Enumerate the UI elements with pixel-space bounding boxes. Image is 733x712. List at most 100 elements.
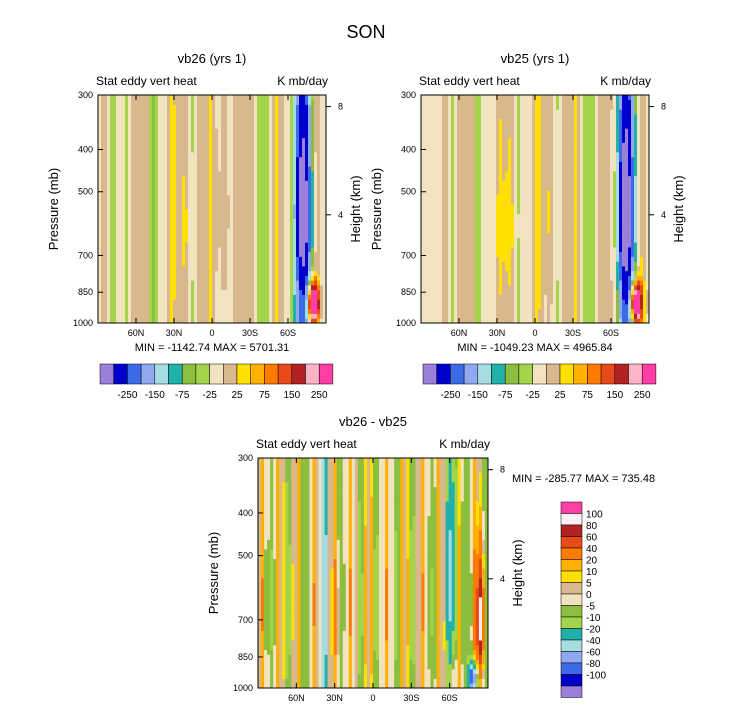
contour-cell	[493, 304, 497, 310]
contour-cell	[269, 118, 273, 124]
contour-cell	[161, 99, 165, 105]
contour-cell	[643, 280, 647, 286]
contour-cell	[478, 266, 482, 272]
contour-cell	[239, 180, 243, 186]
contour-cell	[556, 247, 560, 253]
contour-cell	[469, 251, 473, 257]
contour-cell	[101, 171, 105, 177]
contour-cell	[131, 256, 135, 262]
contour-cell	[182, 232, 186, 238]
contour-cell	[188, 261, 192, 267]
contour-cell	[568, 299, 572, 305]
contour-cell	[137, 228, 141, 234]
contour-cell	[269, 204, 273, 210]
contour-cell	[424, 304, 428, 310]
contour-cell	[212, 289, 216, 295]
contour-cell	[260, 247, 264, 253]
contour-cell	[266, 123, 270, 129]
contour-cell	[269, 299, 273, 305]
contour-cell	[137, 289, 141, 295]
contour-cell	[191, 137, 195, 143]
contour-cell	[224, 152, 228, 158]
contour-cell	[200, 166, 204, 172]
contour-cell	[493, 299, 497, 305]
contour-cell	[607, 280, 611, 286]
contour-cell	[643, 251, 647, 257]
contour-cell	[299, 242, 303, 248]
contour-cell	[107, 194, 111, 200]
contour-cell	[320, 142, 324, 148]
contour-cell	[302, 261, 306, 267]
contour-cell	[173, 209, 177, 215]
contour-cell	[170, 161, 174, 167]
contour-cell	[478, 247, 482, 253]
contour-cell	[209, 123, 213, 129]
contour-cell	[610, 251, 614, 257]
contour-cell	[604, 270, 608, 276]
contour-cell	[239, 251, 243, 257]
contour-cell	[98, 142, 102, 148]
contour-cell	[284, 280, 288, 286]
contour-cell	[454, 251, 458, 257]
contour-cell	[194, 237, 198, 243]
contour-cell	[98, 137, 102, 143]
contour-cell	[176, 294, 180, 300]
contour-cell	[430, 270, 434, 276]
contour-cell	[305, 185, 309, 191]
contour-cell	[451, 270, 455, 276]
contour-cell	[622, 251, 626, 257]
contour-cell	[302, 137, 306, 143]
contour-cell	[173, 247, 177, 253]
contour-cell	[607, 289, 611, 295]
contour-cell	[209, 218, 213, 224]
contour-cell	[185, 128, 189, 134]
contour-cell	[224, 266, 228, 272]
contour-cell	[281, 280, 285, 286]
contour-cell	[218, 232, 222, 238]
contour-cell	[580, 285, 584, 291]
contour-cell	[266, 199, 270, 205]
contour-cell	[320, 232, 324, 238]
contour-cell	[191, 190, 195, 196]
contour-cell	[182, 256, 186, 262]
contour-cell	[284, 318, 288, 324]
contour-cell	[529, 294, 533, 300]
contour-cell	[293, 123, 297, 129]
contour-cell	[158, 228, 162, 234]
contour-cell	[206, 175, 210, 181]
contour-cell	[451, 285, 455, 291]
contour-cell	[272, 123, 276, 129]
contour-cell	[571, 304, 575, 310]
contour-cell	[535, 242, 539, 248]
contour-cell	[281, 247, 285, 253]
contour-cell	[254, 194, 258, 200]
contour-cell	[113, 137, 117, 143]
contour-cell	[278, 247, 282, 253]
contour-cell	[263, 128, 267, 134]
contour-cell	[254, 152, 258, 158]
contour-cell	[290, 223, 294, 229]
contour-cell	[287, 247, 291, 253]
contour-cell	[224, 261, 228, 267]
contour-cell	[269, 156, 273, 162]
contour-cell	[493, 251, 497, 257]
contour-cell	[511, 313, 515, 319]
contour-cell	[278, 294, 282, 300]
contour-cell	[125, 180, 129, 186]
contour-cell	[197, 299, 201, 305]
contour-cell	[182, 171, 186, 177]
contour-cell	[185, 218, 189, 224]
contour-cell	[281, 266, 285, 272]
contour-cell	[475, 304, 479, 310]
contour-cell	[622, 270, 626, 276]
contour-cell	[646, 275, 650, 281]
contour-cell	[125, 128, 129, 134]
contour-cell	[317, 228, 321, 234]
contour-cell	[266, 251, 270, 257]
contour-cell	[98, 242, 102, 248]
contour-cell	[137, 266, 141, 272]
contour-cell	[535, 299, 539, 305]
contour-cell	[140, 256, 144, 262]
contour-cell	[448, 304, 452, 310]
contour-cell	[116, 194, 120, 200]
